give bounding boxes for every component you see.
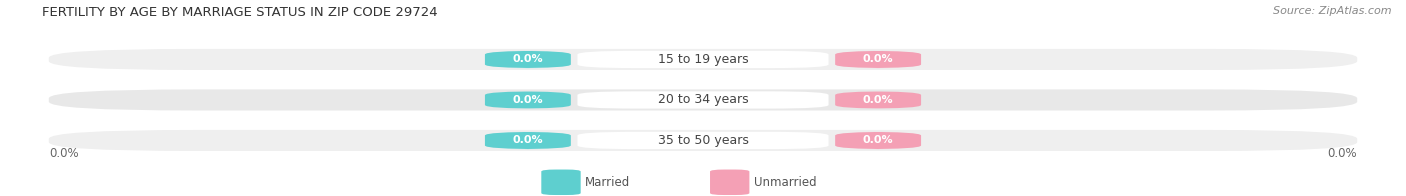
FancyBboxPatch shape xyxy=(49,130,1357,151)
Text: 15 to 19 years: 15 to 19 years xyxy=(658,53,748,66)
Text: FERTILITY BY AGE BY MARRIAGE STATUS IN ZIP CODE 29724: FERTILITY BY AGE BY MARRIAGE STATUS IN Z… xyxy=(42,6,437,19)
FancyBboxPatch shape xyxy=(485,132,571,149)
Text: 0.0%: 0.0% xyxy=(863,135,893,145)
Text: Source: ZipAtlas.com: Source: ZipAtlas.com xyxy=(1274,6,1392,16)
Text: Unmarried: Unmarried xyxy=(754,176,817,189)
Text: 35 to 50 years: 35 to 50 years xyxy=(658,134,748,147)
FancyBboxPatch shape xyxy=(578,51,828,68)
Text: 0.0%: 0.0% xyxy=(513,135,543,145)
FancyBboxPatch shape xyxy=(49,49,1357,70)
Text: 0.0%: 0.0% xyxy=(513,95,543,105)
FancyBboxPatch shape xyxy=(485,51,571,68)
Text: 0.0%: 0.0% xyxy=(1327,147,1357,160)
FancyBboxPatch shape xyxy=(835,132,921,149)
Text: 0.0%: 0.0% xyxy=(513,54,543,64)
Text: 0.0%: 0.0% xyxy=(49,147,79,160)
Text: 0.0%: 0.0% xyxy=(863,54,893,64)
FancyBboxPatch shape xyxy=(49,89,1357,111)
FancyBboxPatch shape xyxy=(485,91,571,109)
Text: Married: Married xyxy=(585,176,630,189)
FancyBboxPatch shape xyxy=(835,51,921,68)
Text: 20 to 34 years: 20 to 34 years xyxy=(658,93,748,106)
Text: 0.0%: 0.0% xyxy=(863,95,893,105)
FancyBboxPatch shape xyxy=(578,132,828,149)
FancyBboxPatch shape xyxy=(578,91,828,109)
FancyBboxPatch shape xyxy=(835,91,921,109)
